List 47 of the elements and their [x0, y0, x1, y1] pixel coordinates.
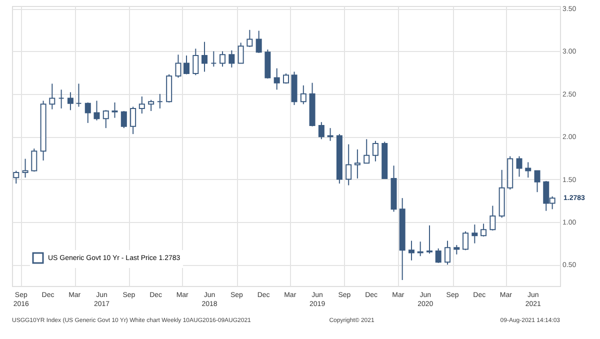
candlestick	[525, 162, 532, 178]
candlestick	[516, 156, 522, 178]
candlestick	[472, 224, 478, 244]
candlestick	[31, 148, 38, 172]
candlestick	[175, 54, 182, 78]
candlestick	[58, 89, 64, 109]
candlestick	[22, 158, 28, 178]
candlestick	[49, 83, 56, 110]
candlestick	[246, 29, 253, 48]
candlestick	[372, 140, 378, 162]
candlestick	[112, 102, 118, 118]
candlestick	[318, 122, 324, 140]
candlestick	[417, 241, 424, 257]
candlestick	[120, 110, 127, 129]
candlestick	[364, 138, 370, 164]
candlestick	[354, 148, 360, 179]
candlestick	[130, 106, 136, 135]
candlestick	[192, 48, 199, 76]
candlestick	[220, 50, 226, 68]
candlestick	[408, 240, 414, 261]
candlestick	[76, 83, 82, 108]
candlestick	[435, 248, 442, 264]
candlestick	[426, 224, 432, 254]
candlestick	[156, 93, 163, 109]
candlestick	[327, 128, 334, 142]
candlestick	[184, 55, 190, 75]
candlestick	[102, 110, 109, 129]
candlestick	[256, 30, 262, 54]
candlestick	[202, 41, 208, 72]
candlestick	[534, 170, 540, 193]
candlestick	[490, 205, 496, 232]
candlestick	[94, 100, 100, 121]
candlestick	[238, 42, 244, 64]
candlestick	[346, 144, 352, 186]
candlestick	[300, 84, 306, 105]
candlestick	[454, 244, 460, 255]
candlestick	[148, 99, 154, 112]
candlestick	[274, 68, 280, 90]
candlestick	[462, 230, 469, 251]
candlestick	[138, 96, 145, 114]
candlestick	[67, 92, 74, 111]
candlestick	[210, 50, 217, 68]
candlestick	[228, 50, 235, 68]
candlestick	[480, 223, 487, 237]
candlestick	[13, 170, 20, 184]
candlestick	[444, 240, 451, 266]
candlestick	[84, 102, 91, 124]
